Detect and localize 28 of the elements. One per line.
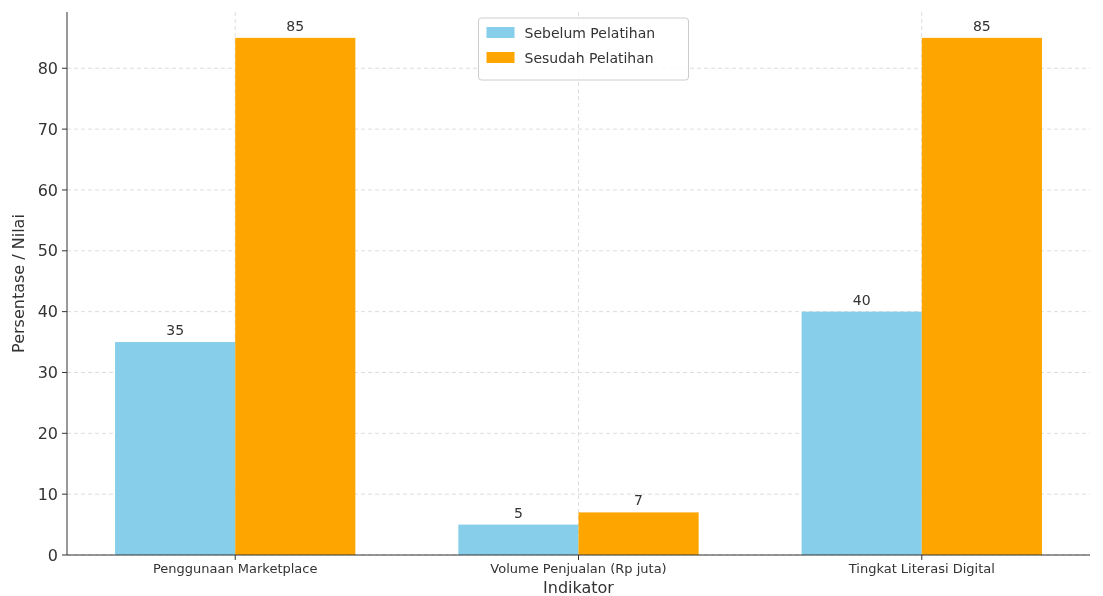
x-tick-label: Tingkat Literasi Digital [847,561,995,576]
legend-label: Sebelum Pelatihan [524,24,656,41]
bar [921,37,1042,555]
y-tick-label: 80 [37,58,58,78]
y-tick-label: 70 [37,119,58,139]
x-tick-label: Volume Penjualan (Rp juta) [490,561,667,576]
y-axis-title: Persentase / Nilai [9,214,28,353]
y-tick-label: 30 [37,363,58,383]
data-label: 35 [166,322,185,339]
bar [115,342,236,555]
data-label: 7 [634,492,644,509]
data-label: 40 [852,291,871,308]
bar [801,311,922,555]
data-label: 5 [513,504,523,521]
y-tick-label: 0 [47,545,58,565]
data-label: 85 [286,17,305,34]
y-tick-label: 60 [37,180,58,200]
y-tick-label: 50 [37,241,58,261]
x-tick-label: Penggunaan Marketplace [152,561,318,576]
legend-label: Sesudah Pelatihan [524,49,654,66]
data-label: 85 [972,17,991,34]
y-tick-label: 40 [37,302,58,322]
bar [235,37,356,555]
bar [458,524,579,555]
y-tick-label: 10 [37,484,58,504]
y-tick-label: 20 [37,423,58,443]
bar [578,512,699,555]
x-axis-title: Indikator [543,578,615,596]
